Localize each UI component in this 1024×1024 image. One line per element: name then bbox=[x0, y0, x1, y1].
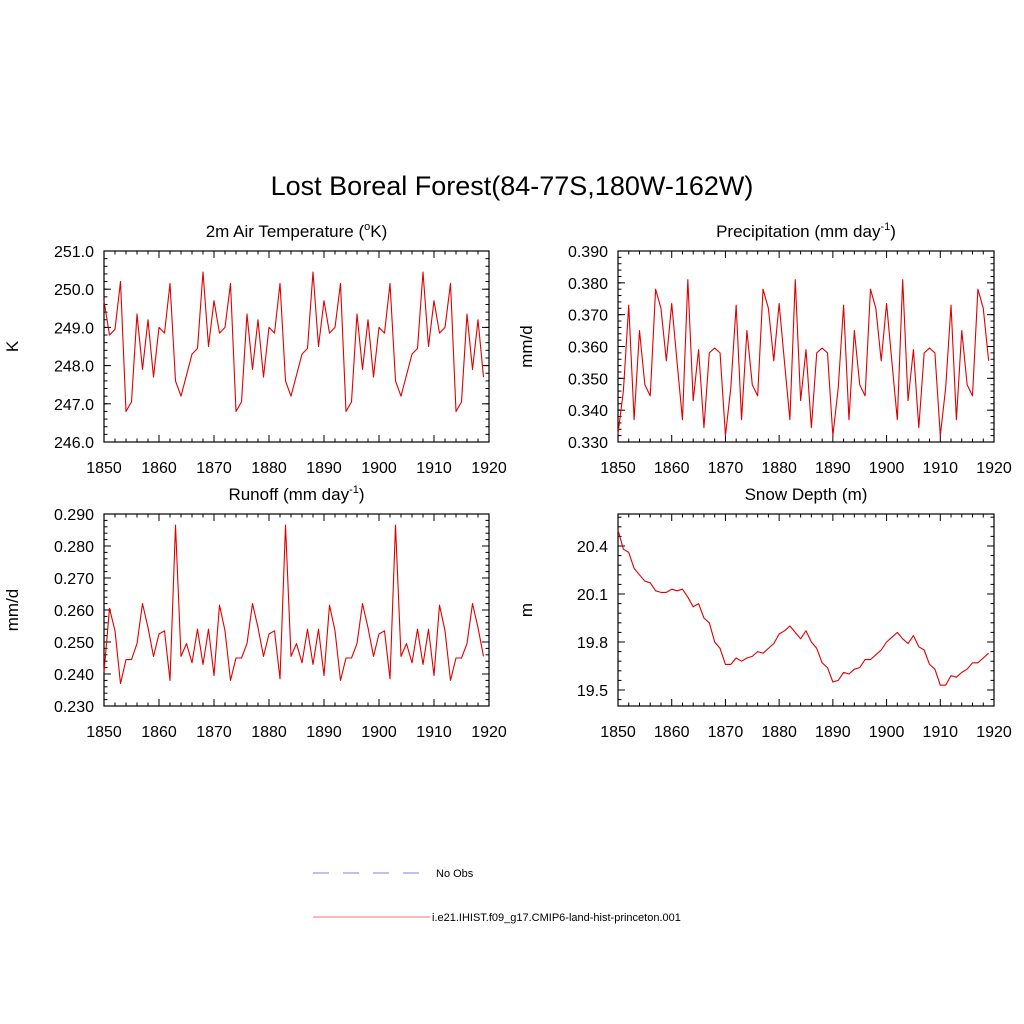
panel-title-snow-depth: Snow Depth (m) bbox=[745, 485, 868, 504]
y-tick-label: 0.350 bbox=[568, 371, 608, 388]
plot-frame-air-temperature bbox=[103, 250, 490, 443]
y-tick-label: 0.260 bbox=[54, 603, 94, 620]
legend: No Obs i.e21.IHIST.f09_g17.CMIP6-land-hi… bbox=[313, 868, 681, 924]
series-line-runoff bbox=[103, 524, 485, 685]
y-tick-label: 0.270 bbox=[54, 571, 94, 588]
panel-title-precipitation: Precipitation (mm day-1) bbox=[716, 221, 896, 241]
x-tick-label: 1880 bbox=[251, 460, 287, 477]
y-tick-label: 19.5 bbox=[577, 683, 608, 700]
x-tick-label: 1860 bbox=[654, 724, 690, 741]
series-line-precipitation bbox=[617, 279, 990, 437]
y-axis-label-air-temperature: K bbox=[3, 340, 22, 352]
x-tick-label: 1900 bbox=[361, 460, 397, 477]
x-tick-label: 1870 bbox=[708, 724, 744, 741]
x-tick-label: 1850 bbox=[600, 460, 636, 477]
x-tick-label: 1850 bbox=[86, 724, 122, 741]
x-tick-label: 1880 bbox=[251, 724, 287, 741]
x-tick-label: 1890 bbox=[815, 724, 851, 741]
x-tick-label: 1920 bbox=[471, 724, 507, 741]
y-tick-label: 20.1 bbox=[577, 587, 608, 604]
panel-title-runoff: Runoff (mm day-1) bbox=[228, 484, 364, 504]
x-tick-label: 1900 bbox=[361, 724, 397, 741]
y-tick-label: 248.0 bbox=[54, 359, 94, 376]
figure-title: Lost Boreal Forest(84-77S,180W-162W) bbox=[271, 171, 754, 201]
plot-frame-snow-depth bbox=[617, 513, 995, 707]
x-tick-label: 1870 bbox=[196, 724, 232, 741]
panel-precipitation: 1850 1860 1870 1880 1890 1900 1910 1920 0.330 0.3… bbox=[517, 221, 1012, 477]
x-tick-label: 1850 bbox=[600, 724, 636, 741]
x-tick-label: 1860 bbox=[654, 460, 690, 477]
x-tick-label: 1880 bbox=[761, 724, 797, 741]
x-tick-label: 1890 bbox=[306, 460, 342, 477]
y-tick-label: 0.330 bbox=[568, 435, 608, 452]
x-tick-label: 1850 bbox=[86, 460, 122, 477]
panel-title-air-temperature: 2m Air Temperature (oK) bbox=[206, 221, 388, 241]
x-tick-label: 1920 bbox=[471, 460, 507, 477]
x-tick-label: 1910 bbox=[922, 724, 958, 741]
y-tick-label: 250.0 bbox=[54, 282, 94, 299]
x-tick-label: 1920 bbox=[976, 724, 1012, 741]
y-tick-label: 0.290 bbox=[54, 507, 94, 524]
x-tick-label: 1900 bbox=[869, 724, 905, 741]
x-tick-label: 1860 bbox=[141, 460, 177, 477]
y-axis-label-runoff: mm/d bbox=[3, 589, 22, 632]
x-tick-label: 1920 bbox=[976, 460, 1012, 477]
y-tick-label: 0.280 bbox=[54, 539, 94, 556]
x-tick-label: 1870 bbox=[196, 460, 232, 477]
x-tick-label: 1900 bbox=[869, 460, 905, 477]
y-tick-label: 249.0 bbox=[54, 320, 94, 337]
x-tick-label: 1910 bbox=[922, 460, 958, 477]
y-tick-label: 0.390 bbox=[568, 244, 608, 261]
y-tick-label: 247.0 bbox=[54, 397, 94, 414]
y-tick-label: 0.340 bbox=[568, 403, 608, 420]
y-tick-label: 0.240 bbox=[54, 667, 94, 684]
x-tick-label: 1910 bbox=[416, 724, 452, 741]
panel-air-temperature: 1850 1860 1870 1880 1890 1900 1910 1920 246.0 247… bbox=[3, 221, 507, 477]
x-tick-label: 1910 bbox=[416, 460, 452, 477]
panel-runoff: 1850 1860 1870 1880 1890 1900 1910 1920 0.230 0.2… bbox=[3, 484, 507, 741]
x-tick-label: 1890 bbox=[815, 460, 851, 477]
legend-label-no-obs: No Obs bbox=[436, 868, 474, 880]
x-tick-label: 1860 bbox=[141, 724, 177, 741]
y-axis-label-precipitation: mm/d bbox=[517, 325, 536, 368]
x-tick-label: 1880 bbox=[761, 460, 797, 477]
y-tick-label: 19.8 bbox=[577, 635, 608, 652]
y-tick-label: 246.0 bbox=[54, 435, 94, 452]
y-tick-label: 0.250 bbox=[54, 635, 94, 652]
legend-label-model: i.e21.IHIST.f09_g17.CMIP6-land-hist-prin… bbox=[432, 912, 681, 924]
series-line-snow-depth bbox=[617, 529, 989, 686]
y-tick-label: 0.370 bbox=[568, 308, 608, 325]
y-tick-label: 20.4 bbox=[577, 539, 608, 556]
series-line-air-temperature bbox=[103, 271, 485, 412]
x-tick-label: 1870 bbox=[708, 460, 744, 477]
y-tick-label: 0.360 bbox=[568, 340, 608, 357]
y-axis-label-snow-depth: m bbox=[517, 603, 536, 617]
x-tick-label: 1890 bbox=[306, 724, 342, 741]
y-tick-label: 251.0 bbox=[54, 244, 94, 261]
panel-snow-depth: 1850 1860 1870 1880 1890 1900 1910 1920 19.5 19.8… bbox=[517, 485, 1012, 741]
y-tick-label: 0.380 bbox=[568, 276, 608, 293]
y-tick-label: 0.230 bbox=[54, 699, 94, 716]
